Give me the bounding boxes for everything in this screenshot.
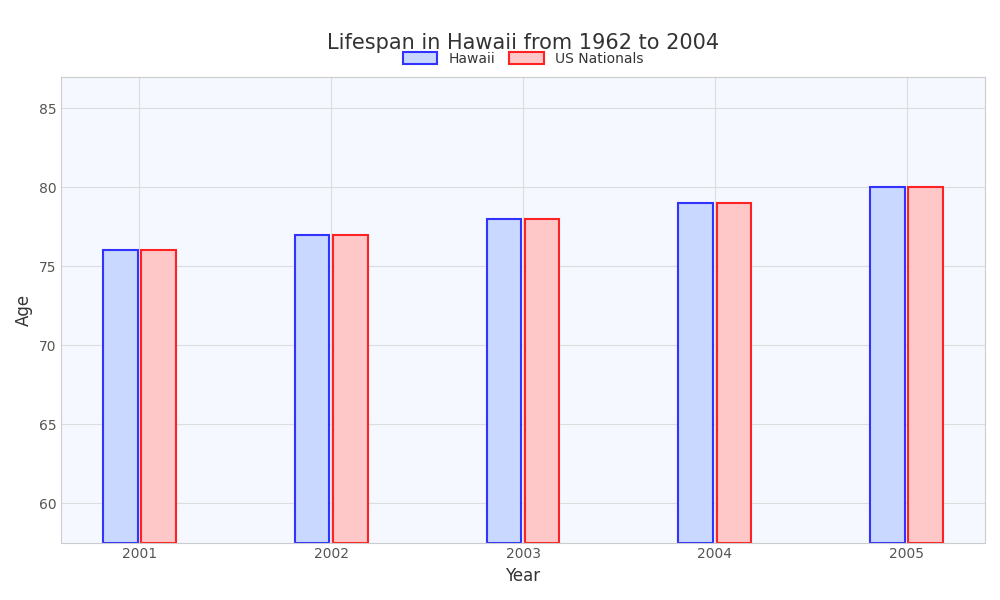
Bar (525, 219, 559, 542)
Bar (103, 250, 138, 542)
Bar (678, 203, 713, 542)
X-axis label: Year: Year (505, 567, 541, 585)
Bar (487, 219, 521, 542)
Bar (333, 235, 368, 542)
Bar (908, 187, 943, 542)
Bar (141, 250, 176, 542)
Title: Lifespan in Hawaii from 1962 to 2004: Lifespan in Hawaii from 1962 to 2004 (327, 33, 719, 53)
Bar (717, 203, 751, 542)
Y-axis label: Age: Age (15, 293, 33, 326)
Legend: Hawaii, US Nationals: Hawaii, US Nationals (397, 46, 649, 71)
Bar (295, 235, 329, 542)
Bar (870, 187, 905, 542)
